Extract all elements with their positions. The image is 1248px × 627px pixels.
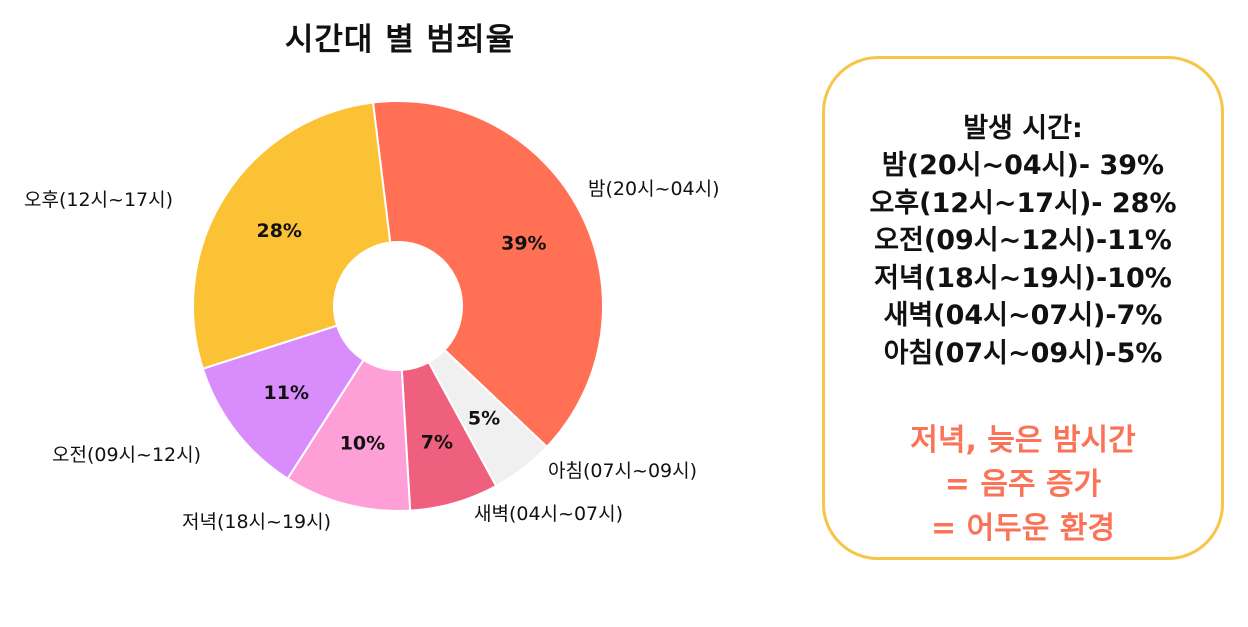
slice-value-label-afternoon: 28%	[256, 220, 301, 242]
info-line-morning: 오전(09시~12시)-11%	[874, 225, 1172, 256]
slice-value-label-early-morning: 5%	[468, 408, 500, 430]
chart-title: 시간대 별 범죄율	[284, 22, 516, 58]
slice-morning	[201, 324, 365, 481]
info-box: 발생 시간: 밤(20시~04시)- 39% 오후(12시~17시)- 28% …	[822, 56, 1224, 560]
info-note-line-3: = 어두운 환경	[930, 511, 1116, 546]
donut-chart: 39% 5% 7% 10% 11% 28% 밤(20시~04시) 아침(07시~09시) 새벽(…	[24, 100, 720, 533]
category-label-evening: 저녁(18시~19시)	[182, 511, 331, 533]
slice-night	[371, 100, 604, 449]
slice-value-label-dawn: 7%	[421, 432, 453, 454]
info-line-early-morning: 아침(07시~09시)-5%	[883, 337, 1163, 369]
info-note-line-1: 저녁, 늦은 밤시간	[910, 423, 1136, 458]
info-line-evening: 저녁(18시~19시)-10%	[874, 262, 1172, 294]
category-label-night: 밤(20시~04시)	[588, 178, 720, 200]
info-line-night: 밤(20시~04시)- 39%	[881, 150, 1165, 181]
category-label-morning: 오전(09시~12시)	[52, 444, 201, 466]
info-line-afternoon: 오후(12시~17시)- 28%	[869, 187, 1177, 219]
slice-value-label-morning: 11%	[264, 382, 309, 404]
info-note-line-2: = 음주 증가	[944, 467, 1102, 502]
slice-afternoon	[192, 101, 392, 370]
category-label-afternoon: 오후(12시~17시)	[24, 189, 173, 211]
info-line-dawn: 새벽(04시~07시)-7%	[883, 300, 1163, 331]
category-label-dawn: 새벽(04시~07시)	[474, 503, 623, 525]
info-heading: 발생 시간:	[963, 113, 1083, 144]
slice-value-label-night: 39%	[501, 232, 546, 254]
category-label-early-morning: 아침(07시~09시)	[548, 460, 697, 482]
info-list: 밤(20시~04시)- 39% 오후(12시~17시)- 28% 오전(09시~…	[825, 147, 1221, 372]
slice-value-label-evening: 10%	[340, 432, 385, 454]
info-note: 저녁, 늦은 밤시간 = 음주 증가 = 어두운 환경	[825, 419, 1221, 551]
